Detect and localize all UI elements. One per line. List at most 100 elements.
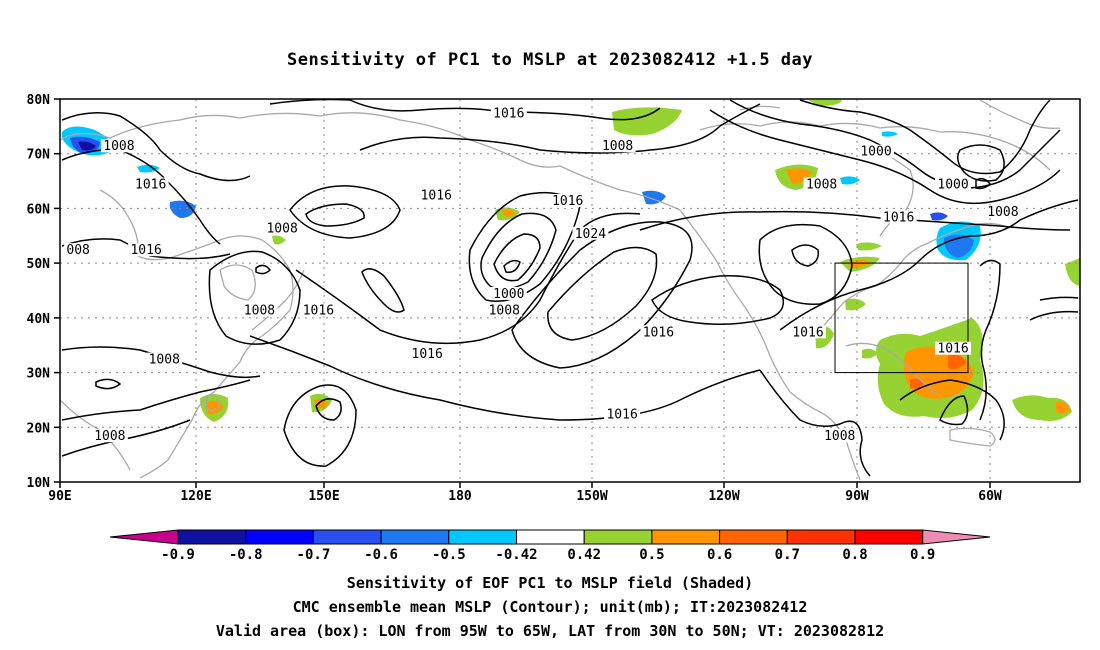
lat-label: 50N [27, 257, 51, 272]
tick-marks [54, 98, 991, 488]
map-frame-bg [60, 99, 1080, 482]
contour-label-bg [100, 139, 137, 153]
lon-label: 90E [48, 489, 71, 504]
positive-sensitivity-area [948, 354, 966, 370]
negative-sensitivity-area [78, 141, 96, 151]
chart-title: Sensitivity of PC1 to MSLP at 2023082412… [286, 50, 813, 70]
contour-label-bg [241, 303, 278, 317]
negative-sensitivity-area [930, 212, 948, 221]
contour-label: 1008 [489, 303, 520, 318]
lon-label: 120W [708, 489, 739, 504]
contour-label: 1000 [493, 287, 524, 302]
positive-sensitivity-area [848, 260, 872, 268]
positive-sensitivity-area [910, 378, 924, 389]
lon-label: 180 [448, 489, 472, 504]
colorbar-swatch [786, 529, 856, 545]
negative-sensitivity-area [137, 164, 160, 173]
graticule [60, 99, 1080, 482]
colorbar-label: -0.8 [229, 547, 263, 563]
contour-label: 1016 [493, 106, 524, 121]
contour-label-bg [490, 286, 527, 300]
lon-label: 120E [180, 489, 211, 504]
lon-label: 90W [845, 489, 869, 504]
lat-label: 70N [27, 148, 51, 163]
contour-label: 1016 [303, 303, 334, 318]
contour-label: 1016 [552, 194, 583, 209]
contour-label: 1016 [792, 325, 823, 340]
colorbar-low-end [109, 529, 179, 545]
positive-sensitivity-area [786, 168, 812, 184]
contour-label: 1008 [266, 221, 297, 236]
contour-label: 1008 [94, 429, 125, 444]
contour-label-bg [858, 144, 894, 158]
contour-label: 1016 [412, 347, 443, 362]
caption-line-3: Valid area (box): LON from 95W to 65W, L… [215, 622, 885, 640]
colorbar: -0.9 -0.8 -0.7 -0.6 -0.5 -0.42 0.42 0.5 0.6 0.7 0.… [109, 529, 991, 563]
lat-label: 80N [27, 93, 51, 108]
colorbar-label: 0.42 [567, 547, 601, 563]
contour-label-bg [486, 303, 523, 317]
colorbar-swatch [583, 529, 653, 545]
contour-label-bg [790, 325, 826, 339]
contour-label-bg [409, 347, 446, 361]
lon-label: 60W [978, 489, 1002, 504]
contour-label: 1016 [421, 188, 452, 203]
coastlines [60, 99, 1061, 481]
contour-label-bg [128, 243, 165, 257]
colorbar-label: -0.7 [297, 547, 331, 563]
contour-label-bg [935, 341, 972, 355]
colorbar-swatch [651, 529, 721, 545]
contour-label: 1016 [937, 342, 968, 357]
colorbar-label: 0.8 [842, 547, 867, 563]
positive-sensitivity-area [1056, 401, 1070, 414]
colorbar-swatch [245, 529, 314, 545]
contour-label: 1008 [602, 139, 633, 154]
lat-label: 20N [27, 421, 51, 436]
colorbar-label: -0.9 [161, 547, 195, 563]
colorbar-swatch [854, 529, 924, 545]
colorbar-high-end [922, 529, 991, 545]
colorbar-label: 0.9 [910, 547, 935, 563]
colorbar-label: 0.6 [707, 547, 732, 563]
contour-label: 1008 [103, 139, 134, 154]
positive-sensitivity-area [808, 100, 842, 106]
colorbar-label: -0.42 [495, 547, 537, 563]
contour-label-bg [264, 221, 301, 235]
contour-label: 1008 [244, 303, 275, 318]
caption-line-1: Sensitivity of EOF PC1 to MSLP field (Sh… [346, 574, 754, 592]
colorbar-label: 0.7 [775, 547, 800, 563]
contour-label-bg [803, 177, 840, 191]
positive-sensitivity-area [1012, 395, 1072, 421]
contour-label-bg [599, 139, 636, 153]
colorbar-swatch [448, 529, 517, 545]
colorbar-swatch [719, 529, 788, 545]
contour-label-bg [640, 325, 677, 339]
contour-label: 1016 [130, 243, 161, 258]
map-frame [59, 98, 1081, 483]
contour-label-bg [300, 303, 337, 317]
mslp-contours [61, 99, 1079, 477]
contour-label: 1016 [883, 210, 914, 225]
contour-label-bg [984, 204, 1021, 218]
lon-label: 150W [576, 489, 607, 504]
contour-label: 1016 [643, 325, 674, 340]
lon-label: 150E [308, 489, 339, 504]
contour-label-bg [604, 407, 641, 421]
contour-label-bg [880, 210, 917, 224]
contour-label: 1024 [575, 227, 606, 242]
contour-label-bg [549, 193, 586, 207]
contour-label-bg [935, 177, 972, 191]
contour-label: 1000 [937, 178, 968, 193]
lat-axis-labels: 80N 70N 60N 50N 40N 30N 20N 10N [27, 93, 51, 491]
contour-label-bg [418, 188, 455, 202]
colorbar-label: 0.5 [639, 547, 664, 563]
positive-sensitivity-area [862, 348, 878, 359]
contour-label-bg [490, 106, 527, 120]
contour-label-bg [821, 429, 858, 443]
contour-label: 1008 [806, 178, 837, 193]
colorbar-swatch [380, 529, 450, 545]
negative-sensitivity-area [882, 131, 898, 137]
contour-label-bg [132, 177, 169, 191]
lat-label: 10N [27, 476, 51, 491]
